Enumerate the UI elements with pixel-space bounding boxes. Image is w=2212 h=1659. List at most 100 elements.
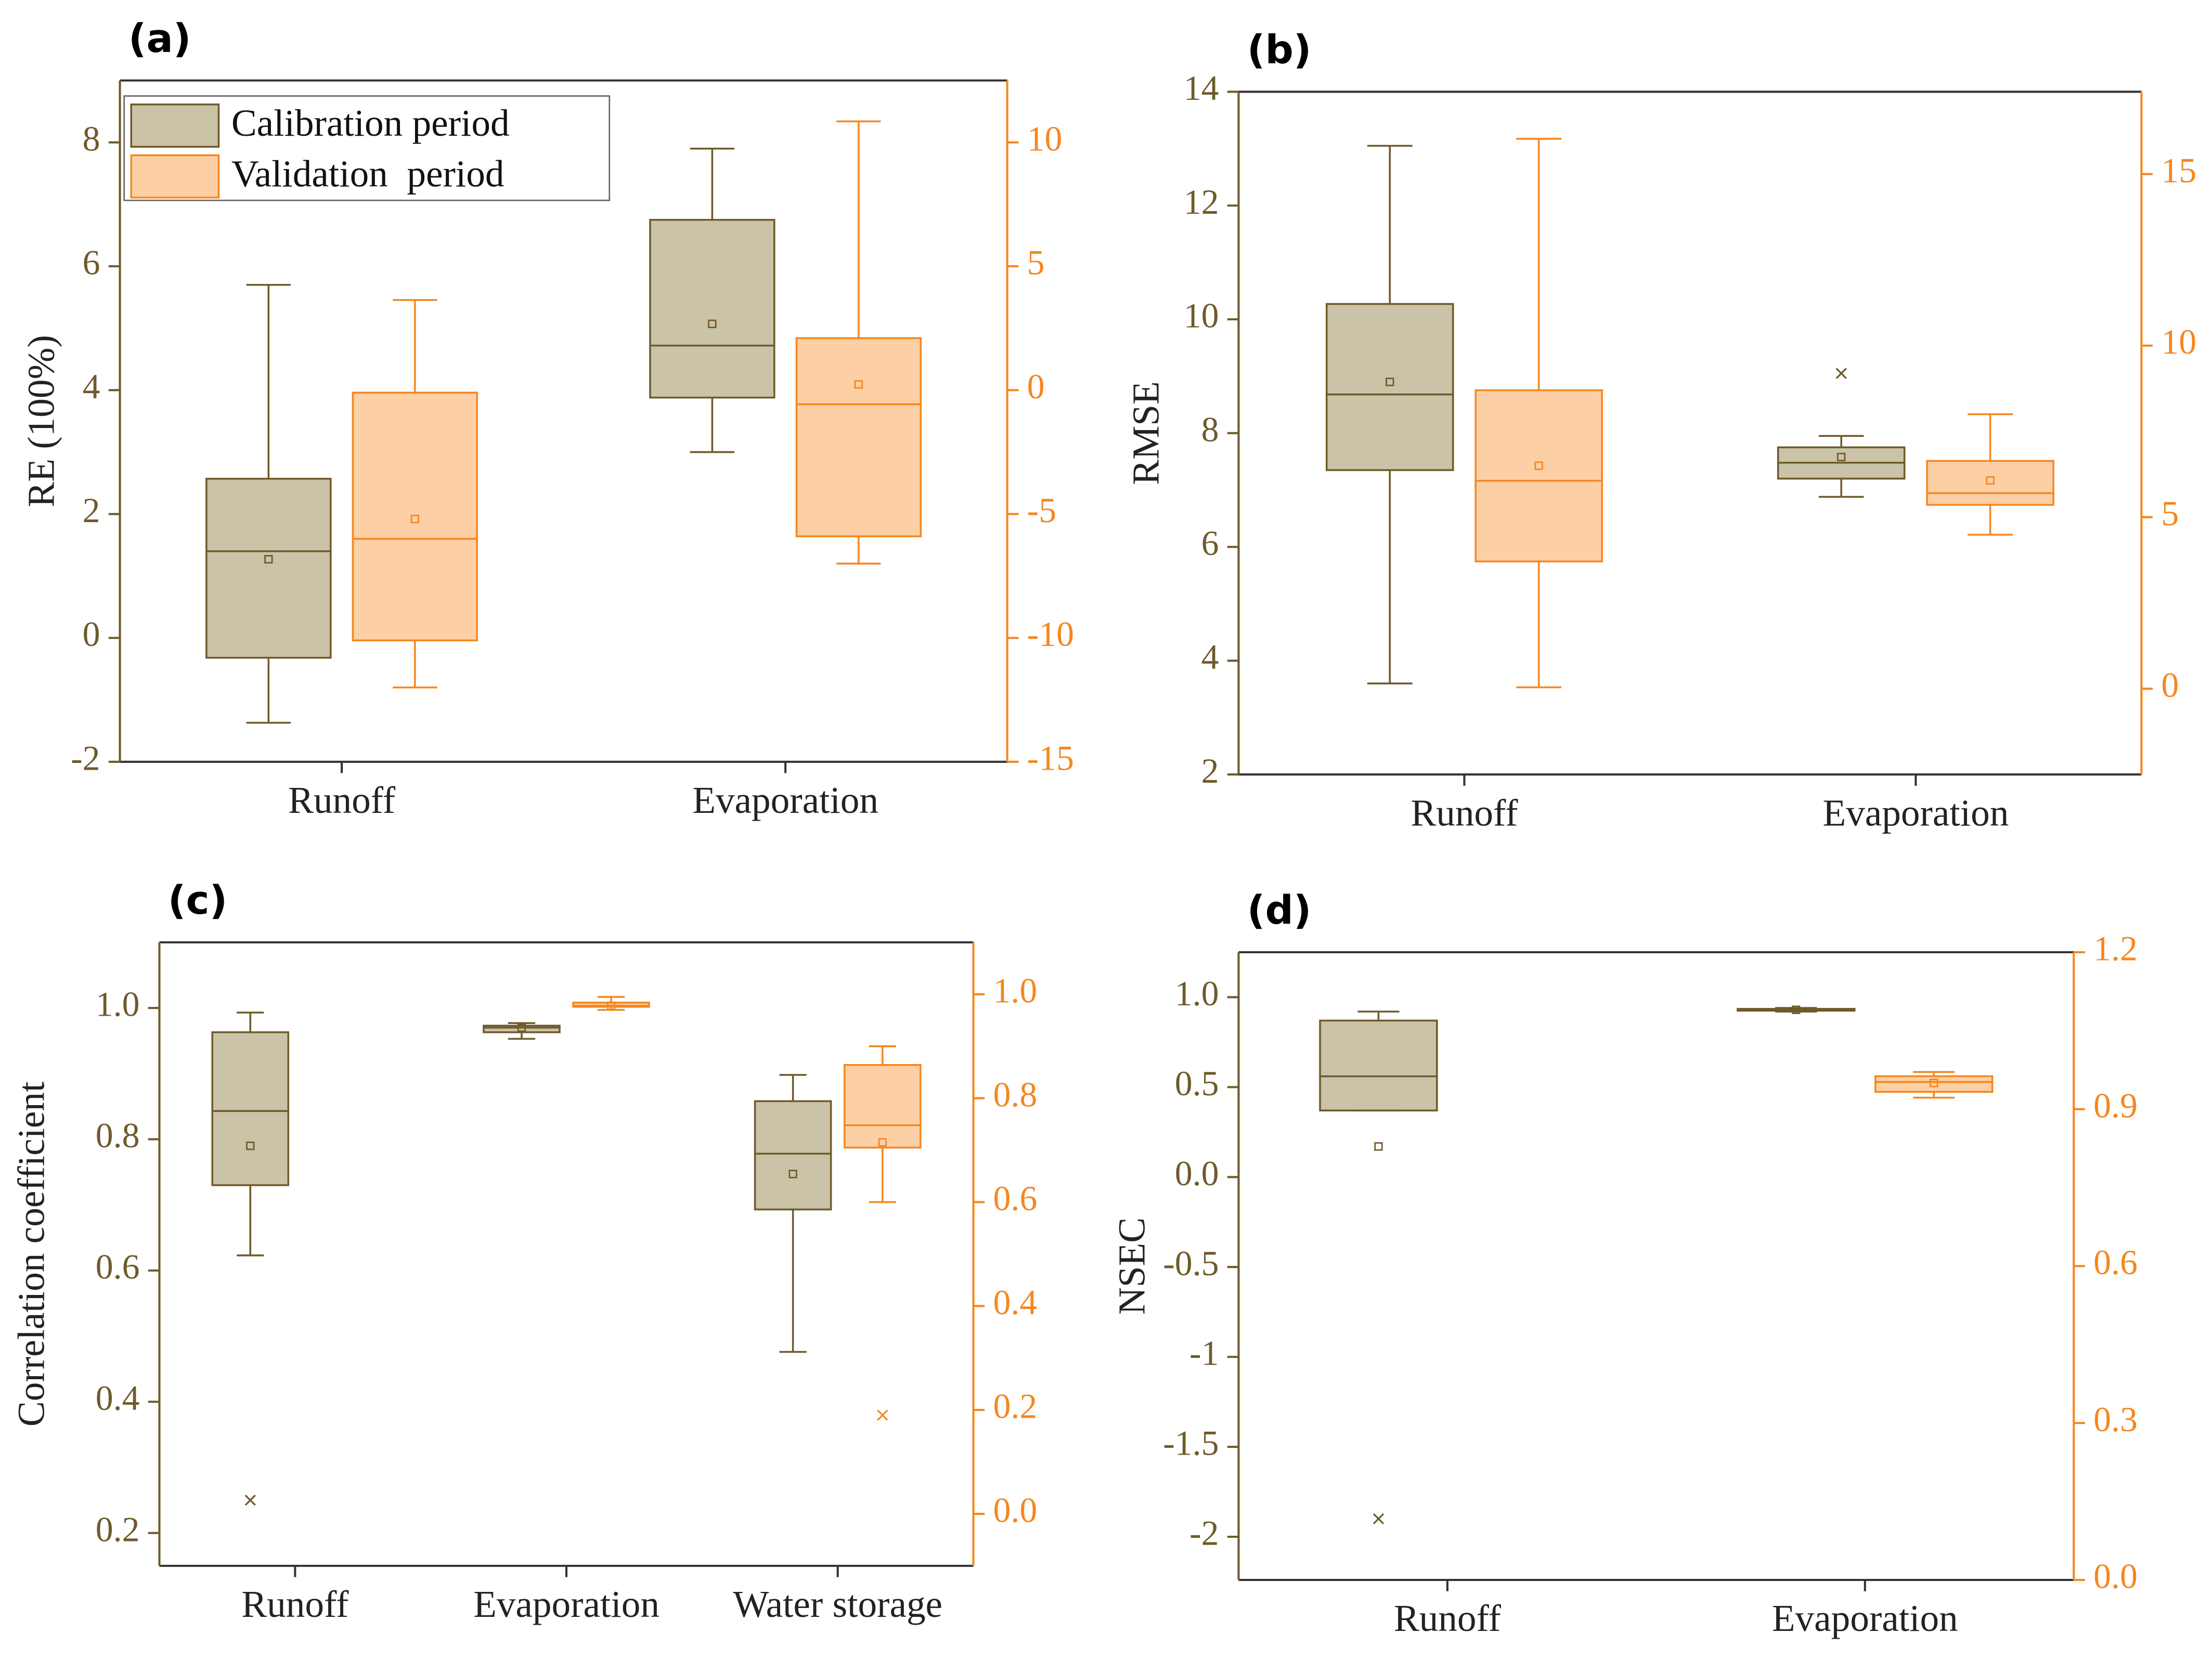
y2-tick-label: -10: [1027, 615, 1074, 654]
y-tick-label: 14: [1184, 69, 1219, 108]
y-tick-label: -2: [1189, 1514, 1219, 1553]
y-tick-label: 2: [83, 491, 100, 530]
y2-tick-label: 0: [2161, 666, 2179, 705]
y-tick-label: 0.8: [96, 1116, 140, 1155]
mean: [878, 1138, 887, 1147]
y-tick-label: 0.2: [96, 1510, 140, 1549]
x-tick-label: Runoff: [288, 779, 396, 821]
y-tick-label: 8: [1201, 410, 1219, 449]
y-tick-label: 2: [1201, 751, 1219, 790]
outlier: [1373, 1513, 1385, 1525]
box: [1474, 389, 1603, 563]
y2-tick-label: 0.6: [2093, 1243, 2138, 1282]
y-tick-label: -0.5: [1163, 1244, 1219, 1283]
y2-tick-label: 0.9: [2093, 1086, 2138, 1125]
panel-title: (b): [1247, 27, 1312, 72]
y2-tick-label: 0.3: [2093, 1400, 2138, 1439]
x-tick-label: Runoff: [241, 1583, 349, 1625]
mean: [246, 1142, 255, 1150]
outlier: [244, 1495, 256, 1506]
mean: [1986, 476, 1995, 485]
mean: [788, 1170, 797, 1178]
x-tick-label: Evaporation: [1822, 792, 2009, 834]
y-tick-label: 12: [1184, 183, 1219, 222]
panel-title: (a): [128, 16, 191, 61]
y2-tick-label: 5: [2161, 494, 2179, 533]
box: [843, 1064, 922, 1149]
y-tick-label: -1: [1189, 1334, 1219, 1373]
y2-tick-label: 0.2: [993, 1387, 1038, 1426]
y2-tick-label: 0.0: [2093, 1557, 2138, 1596]
panel-title: (c): [168, 877, 227, 923]
y2-tick-label: -15: [1027, 738, 1074, 777]
y2-tick-label: 0.8: [993, 1075, 1038, 1114]
y-tick-label: 0.4: [96, 1379, 140, 1418]
mean: [1837, 452, 1846, 461]
box: [754, 1100, 832, 1211]
y-axis-label: Correlation coefficient: [10, 1082, 53, 1427]
box: [649, 218, 775, 399]
mean: [1374, 1142, 1383, 1151]
y-tick-label: 0.5: [1175, 1064, 1219, 1103]
y-axis-label: RE (100%): [20, 335, 62, 507]
legend-swatch: [130, 103, 220, 148]
mean: [264, 555, 273, 564]
y2-tick-label: 1.0: [993, 971, 1038, 1010]
outlier: [1835, 368, 1847, 379]
x-tick-label: Evaporation: [1772, 1597, 1958, 1639]
legend-label: Calibration period: [231, 102, 510, 144]
y-tick-label: -2: [71, 738, 100, 777]
legend-swatch: [130, 154, 220, 199]
y-tick-label: 4: [1201, 638, 1219, 677]
box: [205, 477, 332, 659]
mean: [410, 514, 419, 524]
box: [795, 337, 922, 538]
y-tick-label: 0.0: [1175, 1154, 1219, 1193]
y2-tick-label: 15: [2161, 151, 2196, 190]
outlier: [877, 1409, 888, 1421]
box: [1319, 1019, 1438, 1112]
y-tick-label: -1.5: [1163, 1424, 1219, 1463]
y2-tick-label: -5: [1027, 491, 1056, 530]
y-tick-label: 0.6: [96, 1248, 140, 1287]
mean: [606, 1001, 616, 1010]
y-tick-label: 1.0: [1175, 974, 1219, 1013]
y2-tick-label: 1.2: [2093, 929, 2138, 968]
panel-title: (d): [1247, 887, 1312, 933]
mean: [1386, 378, 1394, 386]
box: [211, 1031, 290, 1186]
y2-tick-label: 5: [1027, 243, 1045, 282]
y2-tick-label: 0.0: [993, 1491, 1038, 1530]
y-tick-label: 4: [83, 367, 100, 406]
y2-tick-label: 10: [1027, 119, 1063, 158]
y-tick-label: 10: [1184, 296, 1219, 335]
y-tick-label: 6: [83, 243, 100, 282]
y-axis-label: NSEC: [1110, 1217, 1153, 1315]
box: [1874, 1075, 1994, 1093]
x-tick-label: Evaporation: [692, 779, 878, 821]
x-tick-label: Runoff: [1411, 792, 1518, 834]
y2-tick-label: 0.4: [993, 1283, 1038, 1322]
y2-tick-label: 10: [2161, 322, 2196, 361]
legend-label: Validation period: [231, 153, 505, 195]
box: [1926, 460, 2054, 506]
y2-tick-label: 0.6: [993, 1179, 1038, 1218]
x-tick-label: Runoff: [1394, 1597, 1502, 1639]
y-tick-label: 0: [83, 615, 100, 654]
mean: [517, 1023, 526, 1032]
y-axis-label: RMSE: [1124, 381, 1167, 485]
x-tick-label: Water storage: [733, 1583, 942, 1625]
box: [352, 392, 478, 642]
mean: [1534, 461, 1543, 470]
box: [1325, 303, 1454, 471]
y-tick-label: 1.0: [96, 985, 140, 1024]
mean: [1930, 1079, 1938, 1087]
y-tick-label: 8: [83, 119, 100, 158]
y2-tick-label: 0: [1027, 367, 1045, 406]
mean: [854, 380, 863, 389]
x-tick-label: Evaporation: [473, 1583, 659, 1625]
mean: [1792, 1005, 1801, 1014]
y-tick-label: 6: [1201, 524, 1219, 563]
mean: [708, 319, 717, 328]
